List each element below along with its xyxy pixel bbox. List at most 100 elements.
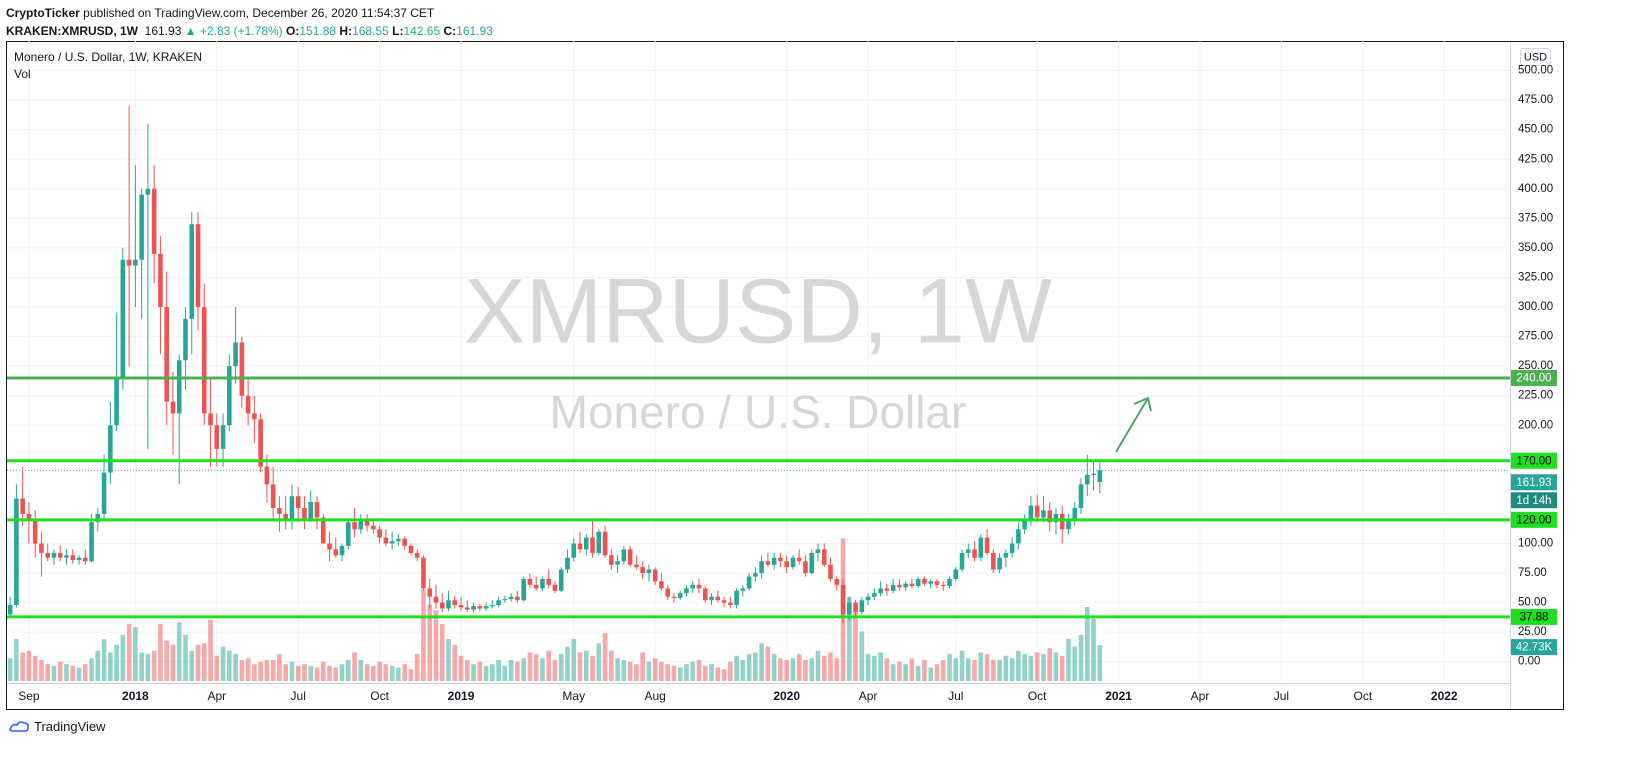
volume-bar	[471, 664, 476, 681]
volume-bar	[640, 652, 645, 681]
volume-bar	[433, 610, 439, 681]
volume-bar	[809, 658, 815, 681]
candle-body	[890, 584, 896, 591]
candle-body	[621, 549, 627, 562]
volume-bar	[1034, 652, 1040, 681]
candle-body	[114, 377, 119, 426]
volume-bar	[609, 650, 614, 681]
volume-bar	[746, 654, 752, 681]
candle-body	[790, 557, 796, 568]
arrow-shaft	[1115, 397, 1149, 453]
candle-body	[659, 581, 664, 589]
volume-bar	[245, 658, 251, 681]
volume-bar	[89, 658, 94, 681]
candle-body	[934, 581, 940, 585]
volume-bar	[890, 664, 896, 681]
volume-bar	[183, 634, 188, 681]
candle-body	[477, 606, 483, 609]
candle-body	[7, 604, 13, 615]
candle-body	[176, 360, 182, 414]
volume-bar	[346, 660, 351, 681]
candle-body	[433, 596, 439, 603]
x-tick-label: Oct	[1353, 689, 1372, 703]
volume-bar	[684, 664, 689, 681]
candle-body	[208, 413, 213, 426]
candle-body	[283, 513, 288, 520]
candle-body	[527, 578, 533, 585]
candle-body	[1091, 473, 1096, 475]
volume-bar	[421, 589, 426, 681]
candle-body	[859, 600, 865, 613]
candle-body	[1041, 510, 1046, 518]
candle-body	[565, 557, 570, 570]
volume-bar	[314, 667, 320, 681]
volume-bar	[408, 669, 414, 681]
y-tick-label: 75.00	[1518, 567, 1547, 579]
volume-bar	[546, 650, 552, 681]
volume-bar	[878, 652, 883, 681]
volume-bar	[565, 646, 570, 681]
volume-bar	[458, 655, 464, 681]
candle-body	[414, 552, 420, 558]
volume-bar	[1047, 648, 1053, 681]
candle-body	[70, 555, 76, 561]
candle-body	[978, 537, 984, 558]
candle-body	[20, 498, 25, 514]
candle-body	[677, 593, 683, 598]
candle-body	[89, 522, 94, 562]
h-label: H:	[339, 24, 353, 38]
volume-bar	[740, 660, 746, 681]
candle-body	[277, 508, 282, 514]
volume-bar	[26, 650, 32, 681]
volume-bar	[289, 661, 295, 681]
candle-body	[1066, 519, 1071, 530]
candle-body	[809, 552, 815, 574]
volume-bar	[233, 654, 238, 681]
volume-bar	[897, 661, 902, 681]
volume-bar	[114, 644, 119, 681]
publisher: CryptoTicker	[6, 6, 80, 20]
volume-bar	[1059, 655, 1065, 681]
candle-body	[439, 602, 445, 609]
volume-bar	[508, 660, 514, 681]
volume-bar	[533, 654, 539, 681]
volume-bar	[821, 655, 827, 681]
candle-body	[922, 578, 927, 584]
volume-bar	[452, 644, 458, 681]
candle-body	[333, 549, 339, 556]
volume-bar	[590, 655, 595, 681]
y-tick-label: 450.00	[1518, 124, 1553, 136]
volume-bar	[859, 631, 865, 681]
volume-bar	[302, 664, 307, 681]
volume-bar	[677, 667, 683, 681]
y-tick-label: 250.00	[1518, 360, 1553, 372]
volume-bar	[126, 623, 132, 681]
x-tick-label: Sep	[18, 689, 40, 703]
candle-body	[26, 513, 32, 520]
candle-body	[609, 555, 614, 565]
header: CryptoTicker published on TradingView.co…	[6, 4, 493, 40]
candle-body	[784, 561, 789, 568]
volume-bar	[414, 654, 420, 681]
volume-bar	[1041, 654, 1046, 681]
published: published on TradingView.com, December 2…	[83, 6, 435, 20]
volume-bar	[997, 660, 1002, 681]
candle-body	[540, 578, 545, 589]
volume-bar	[915, 665, 921, 681]
x-tick-label: Apr	[859, 689, 878, 703]
volume-bar	[771, 654, 777, 681]
series	[7, 106, 1103, 681]
volume-bar	[270, 660, 276, 681]
volume-bar	[258, 661, 263, 681]
volume-bar	[709, 664, 714, 681]
candle-body	[552, 584, 558, 591]
volume-bar	[953, 658, 959, 681]
volume-bar	[327, 665, 332, 681]
volume-label: 42.73K	[1516, 642, 1553, 654]
volume-bar	[464, 660, 470, 681]
volume-bar	[928, 667, 934, 681]
volume-badge	[1511, 639, 1557, 656]
currency-button[interactable]	[1520, 48, 1551, 66]
candle-body	[139, 194, 144, 260]
volume-bar	[189, 650, 195, 681]
